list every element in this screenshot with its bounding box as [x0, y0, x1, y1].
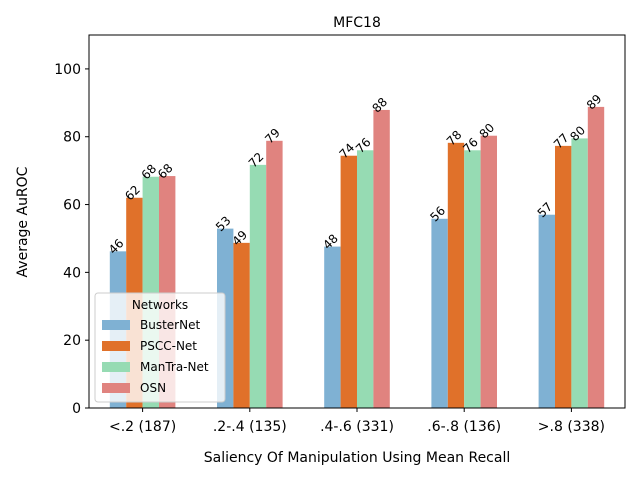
bar-mantra-net-4: [571, 138, 588, 409]
bar-busternet-3: [431, 218, 448, 408]
legend-label: PSCC-Net: [140, 339, 197, 353]
bar-osn-4: [587, 106, 605, 408]
bar-pscc-net-1: [233, 242, 250, 408]
bar-busternet-4: [538, 214, 555, 408]
x-tick-label: <.2 (187): [109, 419, 176, 435]
y-tick-label: 20: [63, 333, 81, 349]
x-axis-label: Saliency Of Manipulation Using Mean Reca…: [204, 450, 510, 466]
legend-label: ManTra-Net: [140, 360, 209, 374]
x-tick-label: >.8 (338): [538, 419, 605, 435]
bar-osn-1: [266, 140, 283, 409]
x-tick-label: .6-.8 (136): [427, 419, 501, 435]
bar-busternet-2: [324, 246, 341, 408]
bar-mantra-net-2: [357, 150, 374, 409]
y-tick-label: 60: [63, 198, 81, 214]
bar-pscc-net-3: [447, 142, 465, 408]
y-tick-label: 80: [63, 130, 81, 146]
legend-label: BusterNet: [140, 318, 200, 332]
y-tick-label: 40: [63, 265, 81, 281]
legend: Networks BusterNet PSCC-Net ManTra-Net OSN: [94, 292, 226, 403]
axes: 0 20 40 60 80 100 <.2 (187) .2-.4 (135) .4-.6 (3…: [54, 34, 626, 435]
legend-swatch: [102, 320, 130, 330]
bar-mantra-net-1: [249, 164, 267, 408]
bar-pscc-net-2: [340, 155, 357, 408]
legend-label: OSN: [140, 381, 166, 395]
y-tick-label: 100: [54, 62, 81, 78]
bar-mantra-net-3: [464, 150, 481, 409]
y-axis-label: Average AuROC: [15, 166, 31, 277]
x-tick-label: .2-.4 (135): [213, 419, 287, 435]
legend-title: Networks: [132, 298, 188, 312]
bar-osn-2: [373, 109, 390, 408]
bar-osn-3: [480, 135, 497, 408]
y-tick-label: 0: [72, 401, 81, 417]
chart-title: MFC18: [333, 15, 381, 31]
bar-pscc-net-4: [555, 145, 572, 408]
legend-swatch: [102, 341, 130, 351]
legend-swatch: [102, 362, 130, 372]
legend-swatch: [102, 383, 130, 393]
x-tick-label: .4-.6 (331): [320, 419, 394, 435]
